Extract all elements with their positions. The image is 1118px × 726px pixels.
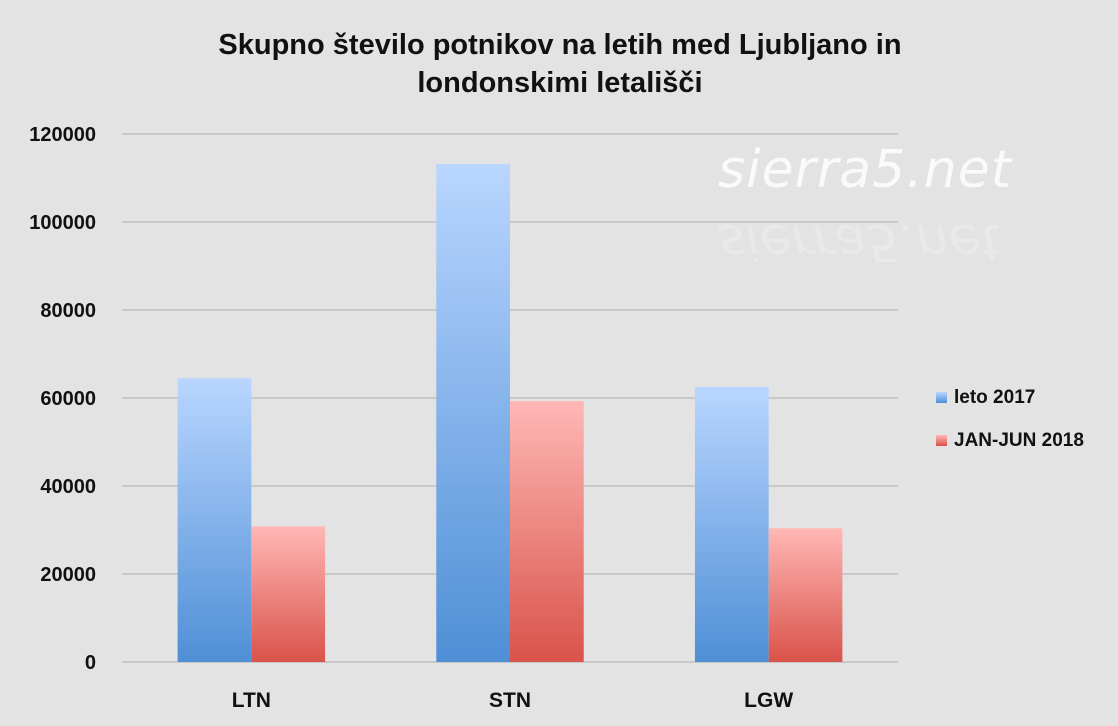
legend-label: JAN-JUN 2018 bbox=[954, 430, 1084, 451]
legend-label: leto 2017 bbox=[954, 387, 1035, 408]
x-axis: LTN STN LGW bbox=[232, 689, 794, 712]
x-category-label: STN bbox=[489, 689, 531, 712]
bar-ltn-series-2 bbox=[251, 526, 326, 662]
bars bbox=[177, 163, 843, 663]
chart-title-line-2: londonskimi letališči bbox=[417, 67, 703, 99]
y-tick-label: 0 bbox=[85, 652, 96, 674]
legend-swatch bbox=[936, 392, 947, 403]
y-tick-label: 100000 bbox=[29, 212, 96, 234]
x-category-label: LGW bbox=[744, 689, 793, 712]
chart-title: Skupno število potnikov na letih med Lju… bbox=[60, 26, 1060, 102]
x-category-label: LTN bbox=[232, 689, 271, 712]
bar-stn-series-2 bbox=[510, 401, 584, 662]
legend-swatch bbox=[936, 435, 947, 446]
bar-ltn-series-1 bbox=[177, 378, 252, 662]
y-tick-label: 80000 bbox=[40, 300, 96, 322]
bar-stn-series-1 bbox=[436, 163, 510, 663]
y-tick-label: 60000 bbox=[40, 388, 96, 410]
y-tick-label: 20000 bbox=[40, 564, 96, 586]
bar-lgw-series-1 bbox=[694, 387, 769, 662]
watermark: sierra5.net bbox=[718, 140, 1013, 200]
legend: leto 2017 JAN-JUN 2018 bbox=[936, 387, 1084, 451]
y-tick-label: 120000 bbox=[29, 124, 96, 146]
chart-title-line-1: Skupno število potnikov na letih med Lju… bbox=[218, 29, 902, 61]
bar-lgw-series-2 bbox=[768, 528, 843, 662]
y-axis: 0 20000 40000 60000 80000 100000 120000 bbox=[29, 124, 96, 674]
watermark-reflection: sierra5.net bbox=[718, 222, 1002, 262]
y-tick-label: 40000 bbox=[40, 476, 96, 498]
